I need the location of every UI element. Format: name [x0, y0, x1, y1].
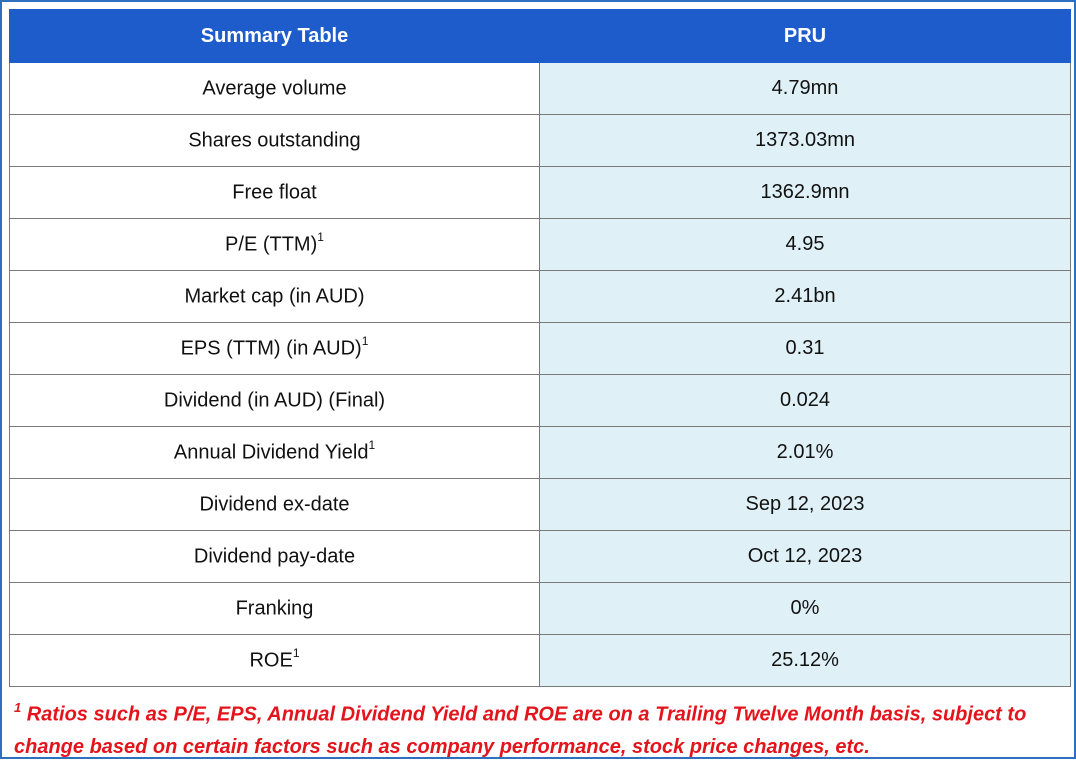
footnote: 1 Ratios such as P/E, EPS, Annual Divide… — [14, 693, 1064, 763]
row-label: Dividend ex-date — [9, 478, 540, 531]
table-row: Franking 0% — [9, 582, 1071, 635]
table-row: Shares outstanding 1373.03mn — [9, 114, 1071, 167]
row-label: Market cap (in AUD) — [9, 270, 540, 323]
row-value: 25.12% — [539, 634, 1071, 687]
row-value: Oct 12, 2023 — [539, 530, 1071, 583]
header-ticker: PRU — [539, 9, 1071, 63]
table-row: ROE1 25.12% — [9, 634, 1071, 687]
table-row: Dividend pay-date Oct 12, 2023 — [9, 530, 1071, 583]
table-row: Dividend (in AUD) (Final) 0.024 — [9, 374, 1071, 427]
row-label: Free float — [9, 166, 540, 219]
row-label: Shares outstanding — [9, 114, 540, 167]
row-value: 2.41bn — [539, 270, 1071, 323]
summary-table: Summary Table PRU Average volume 4.79mn … — [9, 9, 1071, 687]
table-row: EPS (TTM) (in AUD)1 0.31 — [9, 322, 1071, 375]
row-label: Average volume — [9, 62, 540, 115]
row-value: 4.79mn — [539, 62, 1071, 115]
table-row: Dividend ex-date Sep 12, 2023 — [9, 478, 1071, 531]
row-label: Dividend pay-date — [9, 530, 540, 583]
row-value: 2.01% — [539, 426, 1071, 479]
table-row: Annual Dividend Yield1 2.01% — [9, 426, 1071, 479]
row-value: 1373.03mn — [539, 114, 1071, 167]
row-value: 1362.9mn — [539, 166, 1071, 219]
row-label: EPS (TTM) (in AUD)1 — [9, 322, 540, 375]
table-row: Average volume 4.79mn — [9, 62, 1071, 115]
table-row: P/E (TTM)1 4.95 — [9, 218, 1071, 271]
row-value: 0.024 — [539, 374, 1071, 427]
footnote-marker: 1 — [14, 700, 22, 715]
row-value: 0% — [539, 582, 1071, 635]
table-row: Market cap (in AUD) 2.41bn — [9, 270, 1071, 323]
row-label: Franking — [9, 582, 540, 635]
table-header-row: Summary Table PRU — [9, 9, 1071, 63]
row-label: Dividend (in AUD) (Final) — [9, 374, 540, 427]
row-value: 0.31 — [539, 322, 1071, 375]
header-summary-table: Summary Table — [9, 9, 540, 63]
row-label: P/E (TTM)1 — [9, 218, 540, 271]
row-label: Annual Dividend Yield1 — [9, 426, 540, 479]
row-label: ROE1 — [9, 634, 540, 687]
footnote-text: Ratios such as P/E, EPS, Annual Dividend… — [14, 703, 1027, 758]
row-value: 4.95 — [539, 218, 1071, 271]
table-row: Free float 1362.9mn — [9, 166, 1071, 219]
row-value: Sep 12, 2023 — [539, 478, 1071, 531]
